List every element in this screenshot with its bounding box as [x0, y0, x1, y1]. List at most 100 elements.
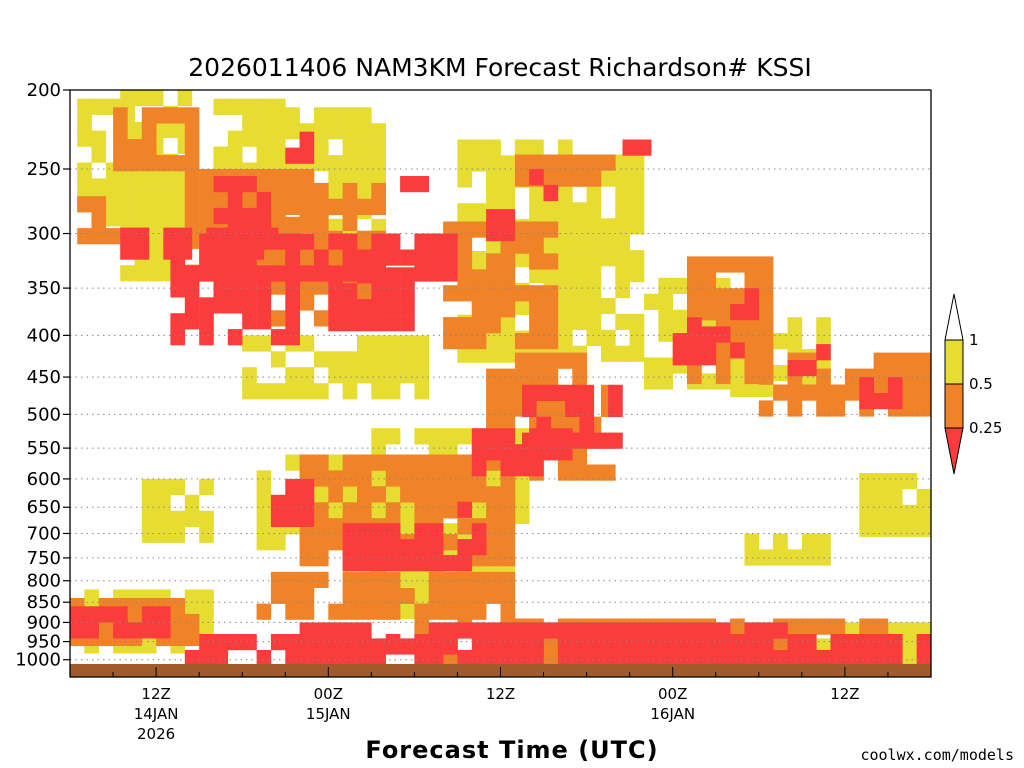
ri-cell-8 [744, 380, 760, 398]
ri-cell-25 [543, 400, 559, 417]
ri-cell-37 [400, 299, 415, 316]
ri-cell-12 [514, 507, 530, 525]
ri-cell-13 [887, 520, 903, 537]
ri-cell-43 [543, 444, 559, 461]
ri-cell-19 [141, 155, 157, 172]
ri-cell-54 [601, 638, 616, 655]
ri-cell-28 [414, 486, 429, 503]
ri-cell-1 [134, 90, 150, 107]
ri-cell-24 [543, 352, 559, 369]
ri-cell-13 [916, 488, 932, 506]
ri-cell-42 [565, 400, 580, 417]
ri-cell-26 [715, 288, 731, 305]
ri-cell-13 [902, 473, 917, 490]
ri-cell-31 [859, 618, 874, 635]
ri-cell-36 [328, 233, 343, 250]
ri-cell-34 [256, 191, 272, 209]
ri-cell-23 [601, 154, 616, 171]
ri-cell-54 [543, 622, 559, 639]
ri-cell-29 [428, 571, 444, 588]
ri-cell-27 [916, 400, 932, 417]
ri-cell-23 [529, 154, 544, 171]
ri-cell-25 [586, 464, 602, 481]
ri-cell-33 [213, 265, 229, 282]
x-axis-title: Forecast Time (UTC) [365, 736, 658, 764]
ri-cell-53 [672, 650, 688, 667]
ri-cell-6 [629, 202, 645, 219]
ri-cell-26 [701, 304, 717, 321]
site-credit[interactable]: coolwx.com/models [860, 746, 1014, 764]
ri-cell-12 [385, 428, 401, 445]
ri-cell-37 [357, 299, 372, 316]
ri-cell-52 [98, 606, 114, 623]
ri-cell-1 [120, 169, 135, 186]
ri-cell-50 [371, 555, 386, 572]
ri-cell-7 [644, 293, 659, 310]
ri-cell-9 [299, 367, 315, 384]
ri-cell-32 [134, 227, 150, 244]
ri-cell-24 [529, 368, 544, 385]
ri-cell-50 [385, 555, 401, 572]
ri-cell-43 [471, 460, 487, 477]
ri-cell-11 [156, 510, 171, 527]
ri-cell-28 [500, 534, 516, 551]
ri-cell-6 [586, 297, 602, 315]
ri-cell-42 [522, 384, 537, 401]
ri-cell-12 [428, 428, 444, 445]
ri-cell-19 [156, 107, 171, 124]
ri-cell-29 [486, 587, 501, 604]
ri-cell-35 [299, 147, 315, 164]
ri-cell-28 [299, 454, 315, 471]
xtick-time-label: 12Z [141, 685, 170, 703]
ri-cell-11 [141, 478, 157, 496]
ri-cell-46 [744, 288, 760, 305]
ri-cell-24 [557, 352, 573, 369]
ri-cell-0 [77, 178, 92, 195]
ri-cell-7 [658, 373, 673, 390]
ri-cell-22 [529, 301, 544, 318]
ri-cell-12 [414, 428, 429, 445]
ri-cell-14 [801, 533, 817, 550]
ri-cell-33 [213, 281, 229, 298]
ri-cell-9 [400, 367, 415, 384]
ri-cell-54 [299, 622, 315, 639]
ri-cell-24 [486, 368, 501, 385]
ytick-label-200: 200 [27, 80, 61, 101]
ri-cell-13 [916, 520, 932, 537]
ri-cell-26 [715, 256, 731, 273]
ri-cell-54 [658, 622, 673, 639]
ri-cell-36 [443, 265, 458, 282]
ri-cell-37 [371, 315, 386, 332]
ri-cell-0 [91, 178, 107, 195]
ri-cell-37 [385, 267, 401, 284]
ri-cell-41 [622, 139, 638, 156]
ri-cell-6 [557, 218, 573, 235]
xtick-date-label: 16JAN [650, 705, 695, 723]
ri-cell-17 [902, 638, 917, 655]
ri-cell-9 [342, 367, 358, 384]
ri-cell-9 [357, 367, 372, 384]
ri-cell-36 [443, 249, 458, 266]
ri-cell-13 [873, 488, 889, 506]
ri-cell-53 [859, 650, 874, 667]
ri-cell-43 [514, 460, 530, 477]
ri-cell-20 [184, 200, 200, 218]
ri-cell-28 [342, 502, 358, 519]
ri-cell-3 [270, 139, 286, 156]
ri-cell-37 [400, 267, 415, 284]
ri-cell-3 [342, 139, 358, 156]
ri-cell-53 [285, 634, 300, 651]
ri-cell-6 [586, 313, 602, 330]
ri-cell-23 [586, 154, 602, 171]
ri-cell-3 [313, 139, 329, 156]
ri-cell-22 [457, 317, 473, 334]
ri-cell-44 [687, 317, 702, 334]
ri-cell-50 [414, 523, 429, 540]
ri-cell-16 [199, 605, 214, 622]
ri-cell-20 [199, 169, 214, 186]
ri-cell-9 [242, 383, 257, 400]
ri-cell-14 [816, 533, 831, 550]
ri-cell-5 [500, 155, 516, 172]
ri-cell-34 [227, 176, 243, 193]
ri-cell-28 [357, 454, 372, 471]
